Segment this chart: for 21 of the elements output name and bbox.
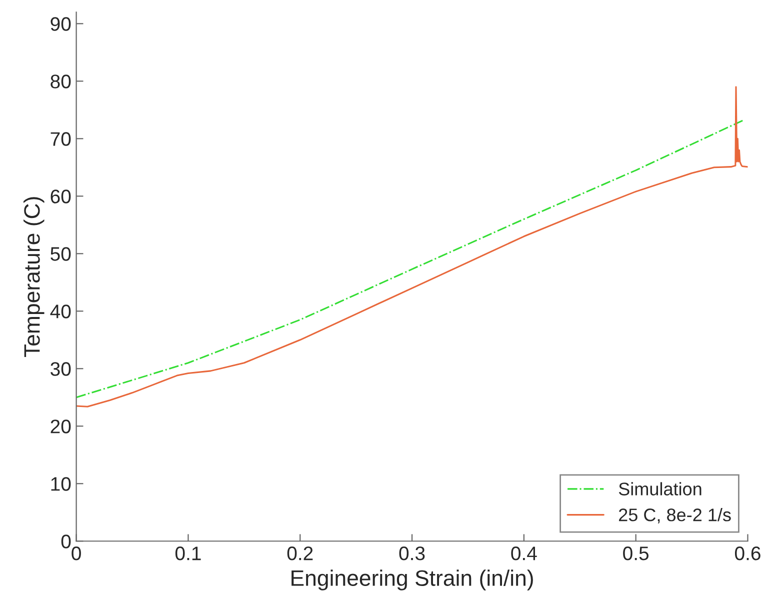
legend-label: Simulation: [618, 482, 702, 496]
x-tick-label: 0.3: [399, 546, 425, 560]
x-tick-label: 0.6: [734, 546, 760, 560]
y-tick-label: 70: [50, 132, 71, 146]
y-tick-label: 80: [50, 74, 71, 88]
x-tick-label: 0.4: [511, 546, 537, 560]
y-tick-label: 90: [50, 17, 71, 31]
x-tick-label: 0.5: [623, 546, 649, 560]
y-tick-label: 20: [50, 420, 71, 434]
x-tick-label: 0: [72, 546, 81, 560]
y-tick-label: 0: [61, 534, 71, 548]
legend-label: 25 C, 8e-2 1/s: [618, 508, 731, 524]
x-axis-title: Engineering Strain (in/in): [292, 570, 533, 590]
y-tick-label: 60: [50, 190, 71, 204]
y-tick-label: 50: [50, 247, 71, 261]
y-tick-label: 10: [51, 477, 71, 491]
y-tick-label: 30: [50, 362, 71, 376]
x-tick-label: 0.1: [175, 546, 201, 560]
y-tick-label: 40: [50, 304, 71, 318]
y-axis-title: Temperature (C): [24, 197, 44, 358]
x-tick-label: 0.2: [287, 546, 313, 560]
